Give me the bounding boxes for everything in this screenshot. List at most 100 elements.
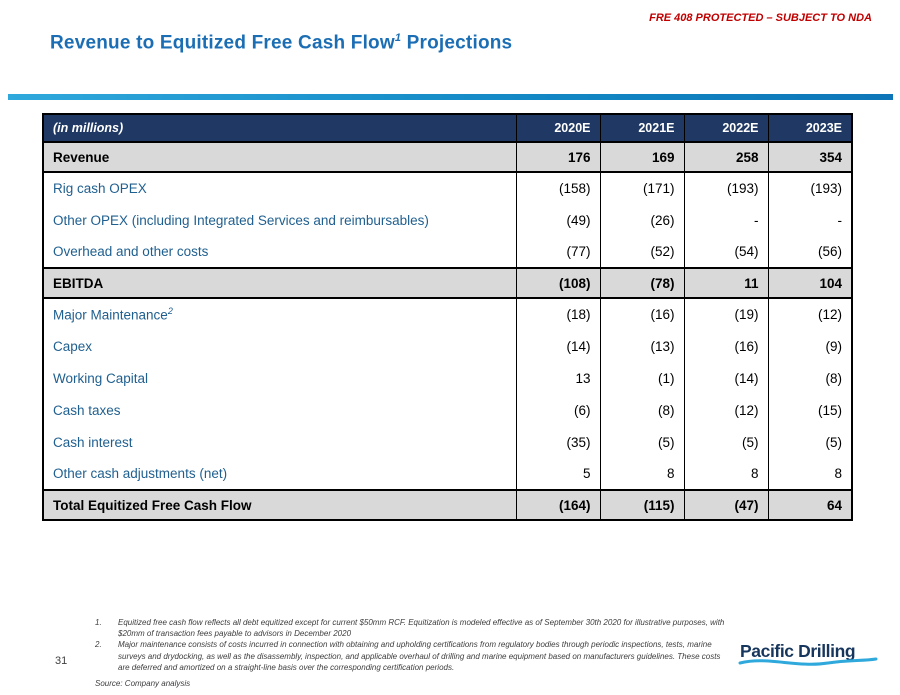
title-divider	[8, 94, 893, 100]
footnote-number: 2.	[95, 640, 102, 650]
row-value: (49)	[515, 204, 600, 236]
row-label: Overhead and other costs	[53, 244, 209, 259]
year-column-header: 2020E	[515, 114, 600, 143]
row-value: (5)	[683, 426, 768, 458]
row-value: (77)	[515, 236, 600, 268]
table-row: Revenue 176 169 258 354	[43, 141, 852, 173]
year-column-header: 2022E	[683, 114, 768, 143]
footnote-item: 1. Equitized free cash flow reflects all …	[95, 617, 725, 639]
row-value: 13	[515, 362, 600, 394]
row-value: (164)	[515, 489, 600, 521]
table-row: Other OPEX (including Integrated Service…	[43, 204, 852, 236]
row-value: (13)	[599, 330, 684, 362]
row-value: (115)	[599, 489, 684, 521]
projections-table: (in millions) 2020E 2021E 2022E 2023E Reven…	[42, 113, 853, 521]
footnote-number: 1.	[95, 618, 102, 627]
table-row: Total Equitized Free Cash Flow (164) (115)…	[43, 489, 852, 521]
row-value: 169	[599, 141, 684, 173]
row-value: (16)	[683, 330, 768, 362]
row-label: Other OPEX (including Integrated Service…	[53, 212, 429, 228]
row-value: (16)	[599, 298, 684, 330]
row-value: (193)	[767, 172, 852, 204]
logo-graphic: Pacific Drilling	[738, 641, 878, 666]
row-value: (193)	[683, 172, 768, 204]
row-value: 176	[515, 141, 600, 173]
row-value: (158)	[515, 172, 600, 204]
row-value: (15)	[767, 394, 852, 426]
source-line: Source: Company analysis	[95, 679, 191, 688]
year-column-header: 2021E	[599, 114, 684, 143]
pacific-drilling-logo: Pacific Drilling	[738, 638, 878, 674]
row-value: (5)	[599, 426, 684, 458]
row-value: (78)	[599, 267, 684, 299]
table-row: Major Maintenance2 (18) (16) (19) (12)	[43, 298, 852, 330]
row-value: 258	[683, 141, 768, 173]
row-label: Total Equitized Free Cash Flow	[43, 489, 516, 521]
row-value: (19)	[683, 298, 768, 330]
row-label: Working Capital	[53, 370, 149, 386]
row-label: Major Maintenance2	[53, 306, 173, 323]
table-row: Working Capital 13 (1) (14) (8)	[43, 362, 852, 394]
row-value: 64	[767, 489, 852, 521]
footnotes: 1. Equitized free cash flow reflects all …	[95, 617, 725, 673]
row-value: 5	[515, 458, 600, 490]
row-value: 11	[683, 267, 768, 299]
row-value: (1)	[599, 362, 684, 394]
table-row: Other cash adjustments (net) 5 8 8 8	[43, 458, 852, 490]
page-title-main: Revenue to Equitized Free Cash Flow	[50, 32, 395, 54]
row-value: -	[767, 204, 852, 236]
row-value: (52)	[599, 236, 684, 268]
table-header-row: (in millions) 2020E 2021E 2022E 2023E	[43, 114, 852, 143]
row-value: 104	[767, 267, 852, 299]
row-value: (26)	[599, 204, 684, 236]
table-row: Capex (14) (13) (16) (9)	[43, 330, 852, 362]
table-row: Cash interest (35) (5) (5) (5)	[43, 426, 852, 458]
row-value: (12)	[683, 394, 768, 426]
table-row: Cash taxes (6) (8) (12) (15)	[43, 394, 852, 426]
row-label: Other cash adjustments (net)	[53, 466, 228, 481]
row-value: (8)	[599, 394, 684, 426]
table-header-label: (in millions)	[43, 114, 516, 143]
footnote-text: Equitized free cash flow reflects all de…	[118, 618, 725, 639]
year-column-header: 2023E	[767, 114, 852, 143]
row-value: -	[683, 204, 768, 236]
row-value: (35)	[515, 426, 600, 458]
row-label: Cash taxes	[53, 402, 121, 418]
row-value: (14)	[515, 330, 600, 362]
page-number: 31	[55, 655, 68, 667]
logo-text: Pacific Drilling	[740, 641, 855, 661]
row-label: EBITDA	[43, 267, 516, 299]
row-value: (9)	[767, 330, 852, 362]
table-row: Rig cash OPEX (158) (171) (193) (193)	[43, 172, 852, 204]
row-value: (56)	[767, 236, 852, 268]
title-footnote-ref: 1	[394, 32, 402, 44]
nda-notice: FRE 408 PROTECTED – SUBJECT TO NDA	[649, 12, 872, 24]
row-value: (18)	[515, 298, 600, 330]
logo-wave	[738, 657, 878, 666]
row-value: (108)	[515, 267, 600, 299]
row-label: Rig cash OPEX	[53, 181, 147, 196]
footnote-text: Major maintenance consists of costs incu…	[118, 640, 721, 672]
row-value: (8)	[767, 362, 852, 394]
row-value: (6)	[515, 394, 600, 426]
row-value: (14)	[683, 362, 768, 394]
row-value: (54)	[683, 236, 768, 268]
row-value: (171)	[599, 172, 684, 204]
page-title-tail: Projections	[401, 32, 513, 54]
row-value: 8	[683, 458, 768, 490]
row-footnote-ref: 2	[167, 306, 173, 317]
row-label: Cash interest	[53, 434, 133, 450]
row-label: Capex	[53, 338, 93, 354]
row-value: (12)	[767, 298, 852, 330]
row-value: 354	[767, 141, 852, 173]
row-value: (5)	[767, 426, 852, 458]
row-value: 8	[767, 458, 852, 490]
table-row: EBITDA (108) (78) 11 104	[43, 267, 852, 299]
page-title: Revenue to Equitized Free Cash Flow1 Pro…	[50, 32, 512, 54]
row-value: (47)	[683, 489, 768, 521]
footnote-item: 2. Major maintenance consists of costs in…	[95, 639, 725, 673]
row-label: Revenue	[43, 141, 516, 173]
row-value: 8	[599, 458, 684, 490]
table-row: Overhead and other costs (77) (52) (54) (56)	[43, 236, 852, 268]
